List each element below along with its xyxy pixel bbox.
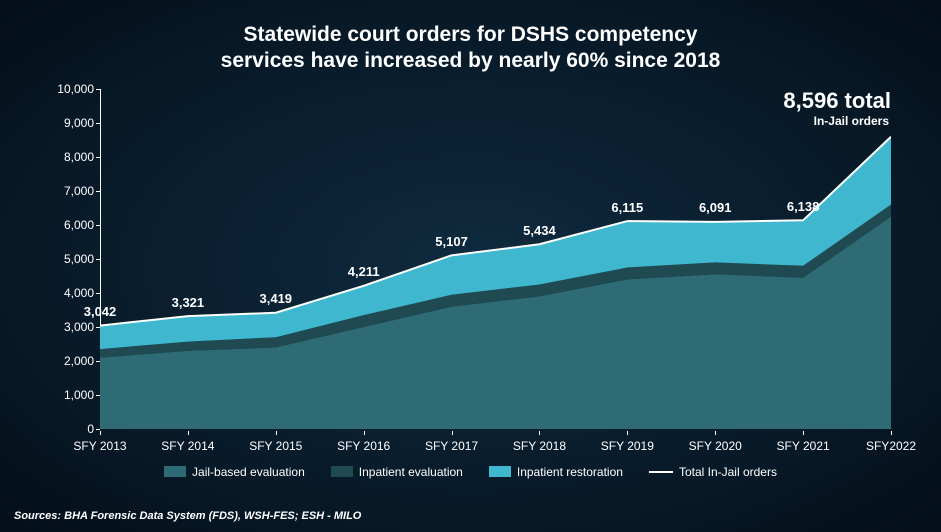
y-tick-label: 0 (40, 422, 94, 436)
chart-container: 0 1,000 2,000 3,000 4,000 5,000 6,000 7,000 8,00… (40, 89, 911, 459)
x-tick-label: SFY 2019 (601, 439, 654, 453)
title-line-2: services have increased by nearly 60% si… (0, 48, 941, 74)
x-tick-label: SFY 2018 (513, 439, 566, 453)
y-tick-label: 2,000 (40, 354, 94, 368)
data-label: 6,091 (699, 200, 732, 215)
data-label: 4,211 (348, 264, 380, 279)
data-label: 5,434 (523, 223, 556, 238)
legend-swatch (164, 466, 186, 477)
plot-area: 3,0423,3213,4194,2115,1075,4346,1156,091… (100, 89, 891, 429)
legend-line-swatch (649, 471, 673, 473)
x-tick-label: SFY 2016 (337, 439, 390, 453)
x-tick-mark (715, 431, 716, 435)
x-tick-mark (452, 431, 453, 435)
legend-swatch (489, 466, 511, 477)
x-tick-label: SFY 2017 (425, 439, 478, 453)
legend-item: Inpatient evaluation (331, 465, 463, 479)
y-tick-mark (96, 429, 100, 430)
x-tick-mark (100, 431, 101, 435)
data-label: 3,042 (84, 304, 117, 319)
y-tick-label: 4,000 (40, 286, 94, 300)
x-tick-mark (364, 431, 365, 435)
legend: Jail-based evaluation Inpatient evaluatio… (0, 465, 941, 479)
x-axis: SFY 2013SFY 2014SFY 2015SFY 2016SFY 2017… (100, 431, 891, 459)
x-tick-label: SFY 2015 (249, 439, 302, 453)
x-tick-label: SFY 2020 (689, 439, 742, 453)
x-tick-label: SFY2022 (866, 439, 916, 453)
x-tick-mark (188, 431, 189, 435)
y-tick-label: 1,000 (40, 388, 94, 402)
x-tick-mark (891, 431, 892, 435)
y-tick-label: 10,000 (40, 82, 94, 96)
title-line-1: Statewide court orders for DSHS competen… (0, 22, 941, 48)
data-label: 3,321 (172, 295, 205, 310)
y-tick-label: 3,000 (40, 320, 94, 334)
data-label: 6,115 (611, 200, 643, 215)
x-tick-mark (539, 431, 540, 435)
callout-total: 8,596 total (783, 88, 891, 114)
y-tick-label: 7,000 (40, 184, 94, 198)
legend-label: Inpatient evaluation (359, 465, 463, 479)
callout-sub: In-Jail orders (814, 114, 889, 128)
legend-item: Jail-based evaluation (164, 465, 305, 479)
data-label: 5,107 (435, 234, 468, 249)
data-label: 3,419 (259, 291, 292, 306)
chart-title: Statewide court orders for DSHS competen… (0, 0, 941, 75)
x-tick-mark (803, 431, 804, 435)
legend-swatch (331, 466, 353, 477)
y-tick-label: 8,000 (40, 150, 94, 164)
y-tick-label: 9,000 (40, 116, 94, 130)
sources-text: Sources: BHA Forensic Data System (FDS),… (14, 510, 361, 522)
x-tick-label: SFY 2013 (73, 439, 126, 453)
legend-label: Inpatient restoration (517, 465, 623, 479)
legend-item: Inpatient restoration (489, 465, 623, 479)
legend-item: Total In-Jail orders (649, 465, 777, 479)
legend-label: Total In-Jail orders (679, 465, 777, 479)
legend-label: Jail-based evaluation (192, 465, 305, 479)
data-label: 6,138 (787, 199, 820, 214)
x-tick-mark (276, 431, 277, 435)
y-axis: 01,0002,0003,0004,0005,0006,0007,0008,00… (40, 89, 98, 429)
x-tick-mark (627, 431, 628, 435)
x-tick-label: SFY 2014 (161, 439, 214, 453)
chart-svg (100, 89, 891, 429)
y-tick-label: 5,000 (40, 252, 94, 266)
y-tick-label: 6,000 (40, 218, 94, 232)
x-tick-label: SFY 2021 (777, 439, 830, 453)
